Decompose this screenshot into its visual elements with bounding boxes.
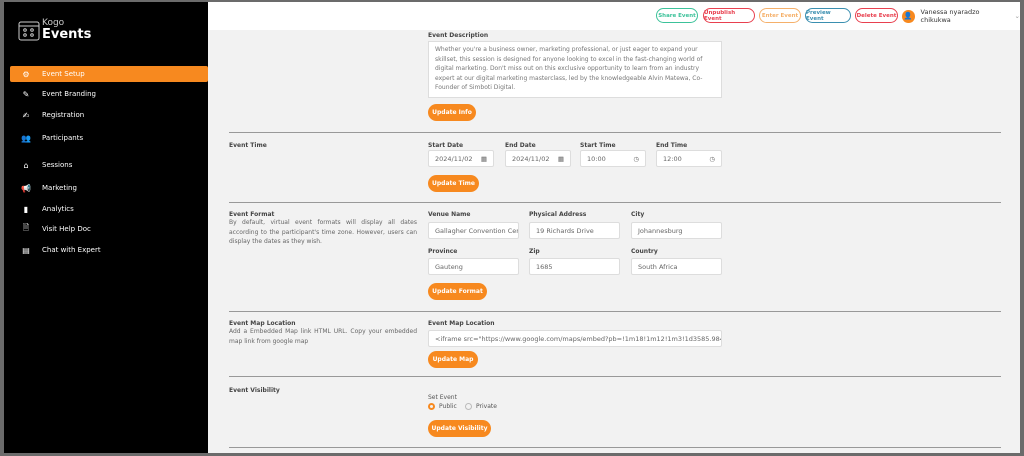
sidebar-item-label: Chat with Expert: [42, 246, 101, 254]
update-visibility-button[interactable]: Update Visibility: [428, 420, 491, 437]
map-description: Add a Embedded Map link HTML URL. Copy y…: [229, 328, 417, 345]
user-name: Vanessa nyaradzo chikukwa: [920, 8, 980, 24]
divider: [229, 202, 1001, 203]
country-label: Country: [631, 248, 658, 255]
delete-event-button[interactable]: Delete Event: [855, 8, 898, 23]
venue-label: Venue Name: [428, 211, 471, 218]
calendar-icon[interactable]: ▦: [557, 154, 564, 163]
preview-event-button[interactable]: Preview Event: [805, 8, 851, 23]
clock-icon[interactable]: ◷: [709, 154, 715, 163]
address-label: Physical Address: [529, 211, 587, 218]
update-map-button[interactable]: Update Map: [428, 351, 478, 368]
description-textarea[interactable]: Whether you're a business owner, marketi…: [428, 41, 722, 98]
country-input[interactable]: South Africa: [631, 258, 722, 275]
enter-event-button[interactable]: Enter Event: [759, 8, 801, 23]
start-date-value: 2024/11/02: [435, 154, 473, 163]
clock-icon[interactable]: ◷: [633, 154, 639, 163]
venue-input[interactable]: Gallagher Convention Cer: [428, 222, 519, 239]
sidebar-item-label: Sessions: [42, 161, 73, 169]
edit-icon: ✍: [22, 110, 30, 120]
radio-private[interactable]: Private: [465, 403, 497, 410]
sidebar-item-label: Event Branding: [42, 90, 96, 98]
avatar: 👤: [902, 9, 915, 23]
private-label: Private: [476, 403, 497, 410]
start-time-label: Start Time: [580, 142, 616, 149]
radio-public[interactable]: Public: [428, 403, 457, 410]
start-time-value: 10:00: [587, 154, 606, 163]
app-window: Kogo Events ⚙ Event Setup ✎ Event Branding …: [4, 2, 1020, 453]
calendar-icon[interactable]: ▦: [480, 154, 487, 163]
end-time-input[interactable]: 12:00 ◷: [656, 150, 722, 167]
sidebar-item-label: Analytics: [42, 205, 74, 213]
end-time-value: 12:00: [663, 154, 682, 163]
bar-chart-icon: ▮: [23, 204, 29, 214]
chevron-down-icon: ⌄: [1014, 12, 1020, 20]
sidebar-item-label: Event Setup: [42, 70, 85, 78]
end-date-value: 2024/11/02: [512, 154, 550, 163]
sidebar-item-label: Participants: [42, 134, 84, 142]
end-date-input[interactable]: 2024/11/02 ▦: [505, 150, 571, 167]
section-title-event-format: Event Format: [229, 211, 275, 218]
zip-label: Zip: [529, 248, 540, 255]
divider: [229, 447, 1001, 448]
chat-icon: ▤: [22, 245, 30, 255]
description-label: Event Description: [428, 32, 489, 39]
share-event-button[interactable]: Share Event: [656, 8, 698, 23]
inbox-icon: ⌂: [23, 160, 29, 170]
megaphone-icon: 📢: [21, 183, 31, 193]
brand-line1: Kogo: [42, 18, 65, 28]
user-menu[interactable]: 👤 Vanessa nyaradzo chikukwa ⌄: [902, 8, 1020, 24]
sidebar-item-event-branding[interactable]: ✎ Event Branding: [10, 86, 208, 102]
sidebar-item-label: Visit Help Doc: [42, 225, 91, 233]
radio-unselected-icon[interactable]: [465, 403, 472, 410]
update-format-button[interactable]: Update Format: [428, 283, 487, 300]
divider: [229, 311, 1001, 312]
sidebar-item-event-setup[interactable]: ⚙ Event Setup: [10, 66, 208, 82]
top-header: Share Event Unpublish Event Enter Event …: [208, 2, 1020, 30]
sidebar-item-chat-expert[interactable]: ▤ Chat with Expert: [10, 242, 208, 258]
province-label: Province: [428, 248, 458, 255]
sidebar: Kogo Events ⚙ Event Setup ✎ Event Branding …: [4, 2, 208, 453]
start-date-input[interactable]: 2024/11/02 ▦: [428, 150, 494, 167]
update-time-button[interactable]: Update Time: [428, 175, 479, 192]
section-title-visibility: Event Visibility: [229, 387, 280, 394]
users-icon: 👥: [21, 133, 31, 143]
set-event-label: Set Event: [428, 394, 457, 401]
end-date-label: End Date: [505, 142, 536, 149]
radio-selected-icon[interactable]: [428, 403, 435, 410]
divider: [229, 132, 1001, 133]
sidebar-item-sessions[interactable]: ⌂ Sessions: [10, 157, 208, 173]
sidebar-item-analytics[interactable]: ▮ Analytics: [10, 201, 208, 217]
public-label: Public: [439, 403, 457, 410]
map-field-label: Event Map Location: [428, 320, 495, 327]
update-info-button[interactable]: Update Info: [428, 104, 476, 121]
start-date-label: Start Date: [428, 142, 464, 149]
unpublish-event-button[interactable]: Unpublish Event: [703, 8, 755, 23]
pencil-icon: ✎: [22, 89, 30, 99]
event-format-description: By default, virtual event formats will d…: [229, 219, 417, 245]
sidebar-item-marketing[interactable]: 📢 Marketing: [10, 180, 208, 196]
province-input[interactable]: Gauteng: [428, 258, 519, 275]
city-input[interactable]: Johannesburg: [631, 222, 722, 239]
sidebar-item-participants[interactable]: 👥 Participants: [10, 130, 208, 146]
map-embed-input[interactable]: <iframe src="https://www.google.com/maps…: [428, 330, 722, 347]
gear-icon: ⚙: [22, 69, 30, 79]
document-icon: 🗎: [22, 223, 30, 232]
divider: [229, 376, 1001, 377]
zip-input[interactable]: 1685: [529, 258, 620, 275]
start-time-input[interactable]: 10:00 ◷: [580, 150, 646, 167]
brand-line2: Events: [42, 27, 92, 42]
address-input[interactable]: 19 Richards Drive: [529, 222, 620, 239]
logo: Kogo Events: [18, 19, 91, 41]
section-title-map-location: Event Map Location: [229, 320, 296, 327]
calendar-logo-icon: [18, 21, 40, 41]
sidebar-item-help-doc[interactable]: 🗎 Visit Help Doc: [10, 221, 208, 237]
sidebar-item-label: Registration: [42, 111, 85, 119]
end-time-label: End Time: [656, 142, 688, 149]
city-label: City: [631, 211, 645, 218]
section-title-event-time: Event Time: [229, 142, 267, 149]
sidebar-item-registration[interactable]: ✍ Registration: [10, 107, 208, 123]
sidebar-item-label: Marketing: [42, 184, 77, 192]
